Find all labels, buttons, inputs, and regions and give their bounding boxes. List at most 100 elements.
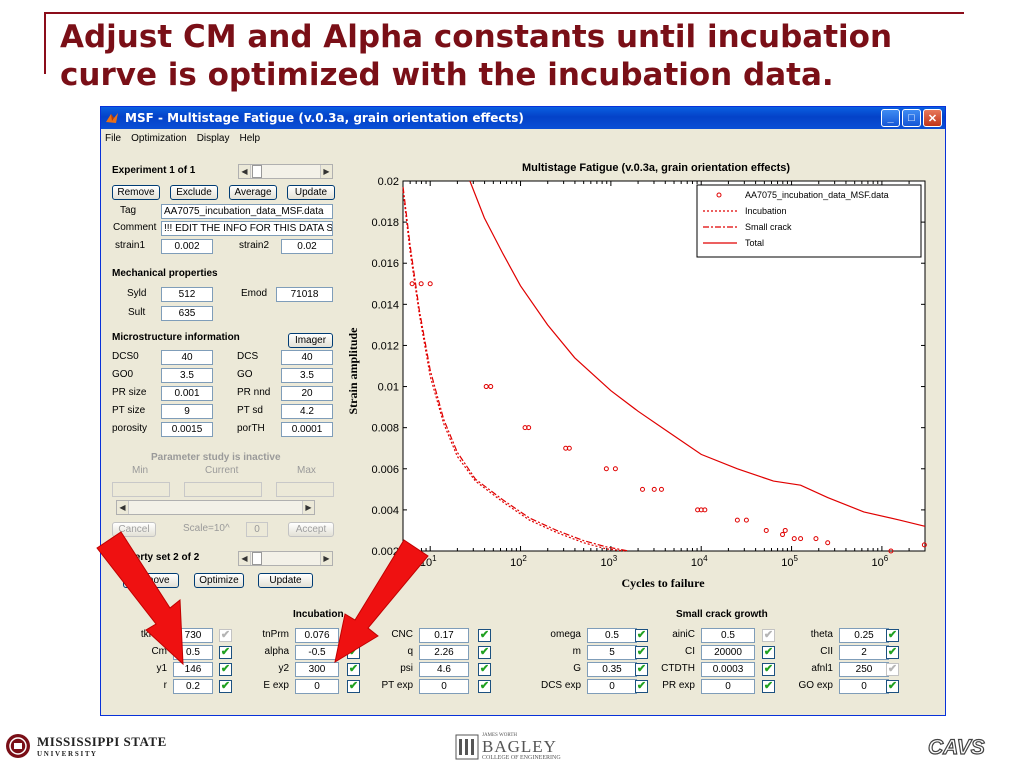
param-checkbox[interactable]: ✔	[635, 629, 648, 642]
x-axis-label: Cycles to failure	[621, 576, 705, 590]
x-tick-base: 10	[510, 557, 522, 569]
param-field[interactable]: 0	[295, 679, 339, 694]
param-checkbox[interactable]: ✔	[635, 663, 648, 676]
param-checkbox[interactable]: ✔	[478, 680, 491, 693]
param-field[interactable]: 20000	[701, 645, 755, 660]
syld-field[interactable]: 512	[161, 287, 213, 302]
micro-field[interactable]: 3.5	[281, 368, 333, 383]
param-field[interactable]: 0.5	[587, 628, 637, 643]
incubation-curve	[402, 191, 625, 552]
param-checkbox[interactable]: ✔	[886, 680, 899, 693]
param-checkbox[interactable]: ✔	[478, 646, 491, 659]
param-checkbox[interactable]: ✔	[219, 680, 232, 693]
average-button[interactable]: Average	[229, 185, 277, 200]
micro-field[interactable]: 20	[281, 386, 333, 401]
param-checkbox[interactable]: ✔	[886, 646, 899, 659]
optimize-button[interactable]: Optimize	[194, 573, 244, 588]
y-tick-label: 0.004	[371, 505, 399, 517]
param-field[interactable]: 0.17	[419, 628, 469, 643]
param-field[interactable]: -0.5	[295, 645, 339, 660]
close-button[interactable]: ✕	[923, 109, 942, 127]
strain1-field[interactable]: 0.002	[161, 239, 213, 254]
param-field[interactable]: 0.5	[701, 628, 755, 643]
param-field[interactable]: 0	[701, 679, 755, 694]
param-checkbox[interactable]: ✔	[762, 680, 775, 693]
data-point	[612, 466, 618, 472]
micro-field[interactable]: 0.0001	[281, 422, 333, 437]
slider-right-arrow[interactable]: ▶	[320, 165, 332, 178]
update-experiment-button[interactable]: Update	[287, 185, 335, 200]
sult-field[interactable]: 635	[161, 306, 213, 321]
strain2-field[interactable]: 0.02	[281, 239, 333, 254]
update-property-button[interactable]: Update	[258, 573, 313, 588]
data-point	[743, 517, 749, 523]
menu-display[interactable]: Display	[196, 132, 230, 144]
data-point	[734, 517, 740, 523]
micro-field[interactable]: 9	[161, 404, 213, 419]
param-field[interactable]: 0.25	[839, 628, 889, 643]
imager-button[interactable]: Imager	[288, 333, 333, 348]
tag-field[interactable]: AA7075_incubation_data_MSF.data	[161, 204, 333, 219]
y-tick-label: 0.014	[371, 299, 399, 311]
plot-title: Multistage Fatigue (v.0.3a, grain orient…	[522, 162, 790, 174]
x-tick-exp: 1	[432, 554, 437, 563]
data-point	[798, 536, 804, 542]
micro-field[interactable]: 40	[161, 350, 213, 365]
menu-file[interactable]: File	[105, 132, 122, 144]
property-set-slider[interactable]: ◀ ▶	[238, 551, 333, 566]
window-titlebar[interactable]: MSF - Multistage Fatigue (v.0.3a, grain …	[101, 107, 945, 129]
param-field[interactable]: 250	[839, 662, 889, 677]
menu-optimization[interactable]: Optimization	[131, 132, 187, 144]
param-label: E exp	[263, 680, 289, 691]
param-checkbox[interactable]: ✔	[886, 629, 899, 642]
micro-label: DCS	[237, 351, 259, 362]
param-checkbox[interactable]: ✔	[219, 646, 232, 659]
param-checkbox[interactable]: ✔	[635, 680, 648, 693]
data-point	[651, 486, 657, 492]
prop-slider-left-arrow[interactable]: ◀	[239, 552, 251, 565]
max-field	[276, 482, 334, 497]
maximize-button[interactable]: □	[902, 109, 921, 127]
x-tick-label: 105	[781, 554, 798, 569]
slider-thumb[interactable]	[252, 165, 262, 178]
param-checkbox[interactable]: ✔	[762, 663, 775, 676]
prop-slider-right-arrow[interactable]: ▶	[320, 552, 332, 565]
param-field[interactable]: 146	[173, 662, 213, 677]
param-field[interactable]: 0	[587, 679, 637, 694]
param-field[interactable]: 0	[419, 679, 469, 694]
param-field[interactable]: 0.0003	[701, 662, 755, 677]
remove-experiment-button[interactable]: Remove	[112, 185, 160, 200]
param-checkbox[interactable]: ✔	[347, 680, 360, 693]
param-field[interactable]: 300	[295, 662, 339, 677]
micro-field[interactable]: 0.001	[161, 386, 213, 401]
param-field[interactable]: 2.26	[419, 645, 469, 660]
param-field[interactable]: 2	[839, 645, 889, 660]
legend-label: Small crack	[745, 222, 792, 232]
param-field[interactable]: 4.6	[419, 662, 469, 677]
emod-field[interactable]: 71018	[276, 287, 333, 302]
micro-field[interactable]: 3.5	[161, 368, 213, 383]
title-rule	[44, 12, 964, 14]
param-checkbox[interactable]: ✔	[478, 663, 491, 676]
y-tick-label: 0.006	[371, 464, 399, 476]
param-checkbox[interactable]: ✔	[762, 646, 775, 659]
micro-field[interactable]: 40	[281, 350, 333, 365]
param-checkbox[interactable]: ✔	[478, 629, 491, 642]
minimize-button[interactable]: _	[881, 109, 900, 127]
data-point	[483, 384, 489, 390]
slider-left-arrow[interactable]: ◀	[239, 165, 251, 178]
exclude-button[interactable]: Exclude	[170, 185, 218, 200]
x-tick-label: 106	[872, 554, 889, 569]
param-field[interactable]: 0.076	[295, 628, 339, 643]
param-checkbox[interactable]: ✔	[219, 663, 232, 676]
param-checkbox[interactable]: ✔	[347, 663, 360, 676]
comment-field[interactable]: !!! EDIT THE INFO FOR THIS DATA SET	[161, 221, 333, 236]
menu-help[interactable]: Help	[239, 132, 261, 144]
experiment-slider[interactable]: ◀ ▶	[238, 164, 333, 179]
param-field[interactable]: 0.2	[173, 679, 213, 694]
micro-field[interactable]: 0.0015	[161, 422, 213, 437]
param-checkbox[interactable]: ✔	[635, 646, 648, 659]
prop-slider-thumb[interactable]	[252, 552, 262, 565]
micro-field[interactable]: 4.2	[281, 404, 333, 419]
y-tick-label: 0.008	[371, 423, 399, 435]
